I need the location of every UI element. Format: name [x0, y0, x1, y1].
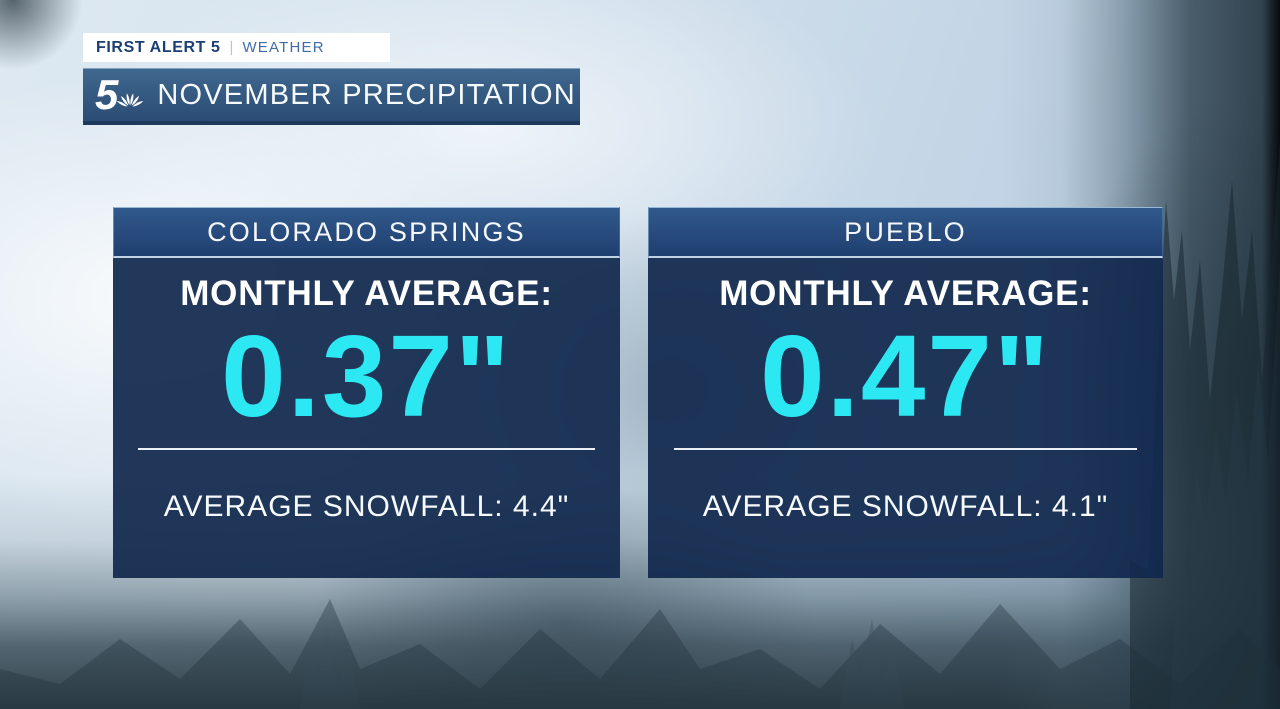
- average-snowfall-text: AVERAGE SNOWFALL: 4.4": [163, 490, 570, 524]
- colorado-springs-card-body: MONTHLY AVERAGE: 0.37" AVERAGE SNOWFALL:…: [113, 258, 620, 578]
- city-name: PUEBLO: [844, 216, 967, 247]
- city-name: COLORADO SPRINGS: [207, 216, 526, 247]
- precipitation-value: 0.37": [221, 311, 512, 442]
- nbc-peacock-icon: [117, 93, 144, 107]
- precipitation-value: 0.47": [760, 311, 1051, 442]
- card-divider-line: [673, 448, 1138, 451]
- pueblo-card-header: PUEBLO: [648, 207, 1163, 258]
- graphic-title: NOVEMBER PRECIPITATION: [157, 78, 576, 111]
- colorado-springs-card-header: COLORADO SPRINGS: [113, 207, 620, 258]
- monthly-average-label: MONTHLY AVERAGE:: [719, 274, 1092, 313]
- title-banner: 5 NOVEMBER PRECIPITATION: [83, 68, 580, 125]
- channel-5-numeral: 5: [95, 71, 118, 119]
- card-divider-line: [138, 448, 595, 451]
- colorado-springs-card: COLORADO SPRINGS MONTHLY AVERAGE: 0.37" …: [113, 207, 620, 578]
- average-snowfall-text: AVERAGE SNOWFALL: 4.1": [702, 490, 1109, 524]
- pueblo-card: PUEBLO MONTHLY AVERAGE: 0.47" AVERAGE SN…: [648, 207, 1163, 578]
- tree-silhouettes-bottom: [0, 599, 1280, 709]
- channel-5-logo: 5: [95, 71, 144, 119]
- brand-divider: |: [229, 39, 234, 56]
- tree-silhouettes-right: [1130, 140, 1280, 709]
- station-brand-bar: FIRST ALERT 5 | WEATHER: [83, 33, 390, 62]
- weather-label: WEATHER: [242, 39, 325, 56]
- first-alert-5-label: FIRST ALERT 5: [96, 38, 221, 56]
- pueblo-card-body: MONTHLY AVERAGE: 0.47" AVERAGE SNOWFALL:…: [648, 258, 1163, 578]
- monthly-average-label: MONTHLY AVERAGE:: [180, 274, 553, 313]
